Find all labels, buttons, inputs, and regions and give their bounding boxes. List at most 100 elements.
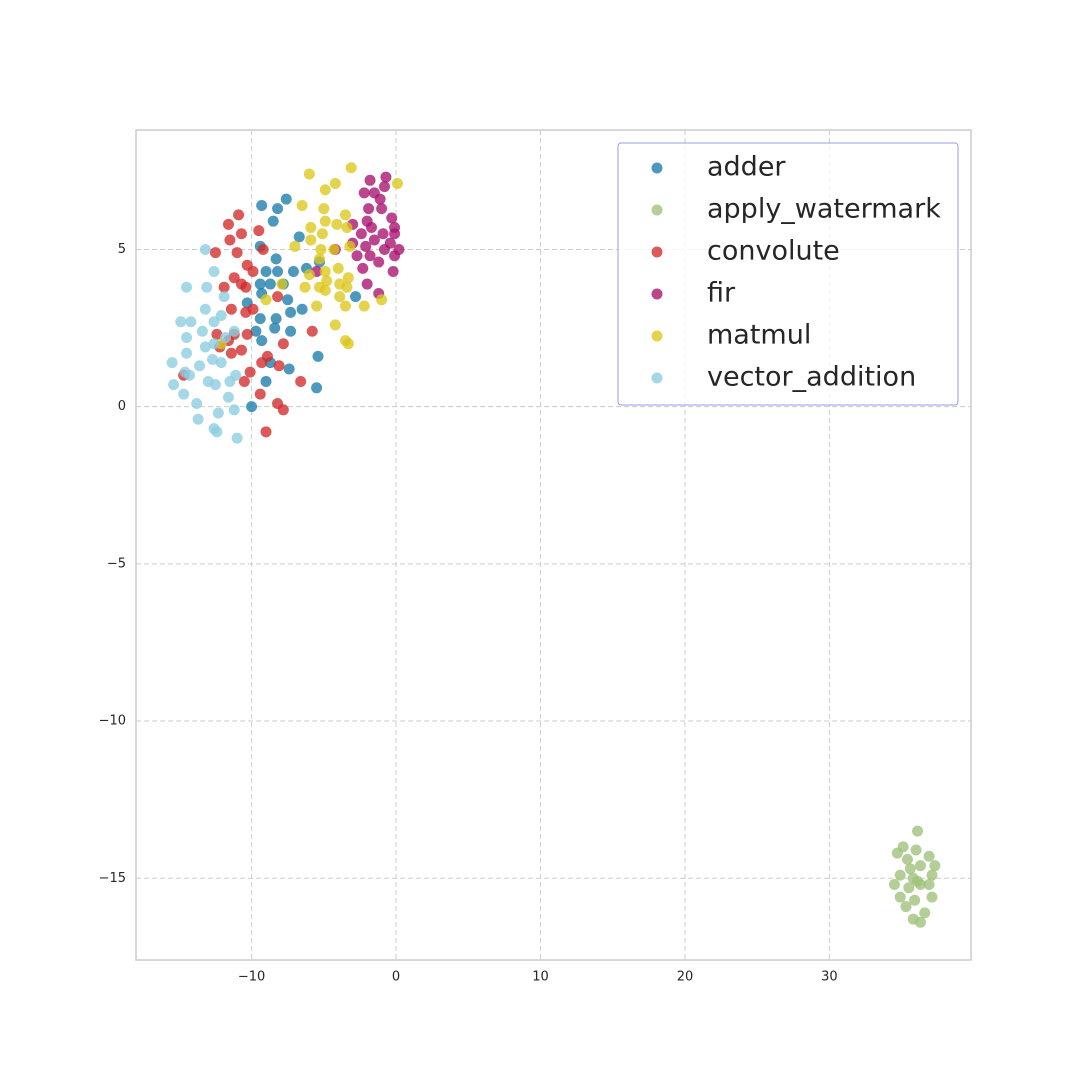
point xyxy=(289,240,301,252)
point xyxy=(328,243,340,255)
point xyxy=(296,199,308,211)
point xyxy=(376,203,388,215)
point xyxy=(208,316,220,328)
point xyxy=(267,215,279,227)
legend-marker xyxy=(651,288,663,300)
point xyxy=(208,265,220,277)
point xyxy=(358,300,370,312)
point xyxy=(299,281,311,293)
point xyxy=(365,221,377,233)
point xyxy=(247,303,259,315)
point xyxy=(254,388,266,400)
point xyxy=(168,379,180,391)
point xyxy=(329,319,341,331)
point xyxy=(250,325,262,337)
point xyxy=(241,328,253,340)
point xyxy=(256,199,268,211)
y-tick-label: 5 xyxy=(118,242,126,257)
point xyxy=(199,303,211,315)
point xyxy=(211,328,223,340)
point xyxy=(315,243,327,255)
point xyxy=(319,284,331,296)
point xyxy=(351,250,363,262)
point xyxy=(285,306,297,318)
point xyxy=(293,231,305,243)
point xyxy=(303,168,315,180)
point xyxy=(273,360,285,372)
legend-marker xyxy=(651,246,663,258)
point xyxy=(225,303,237,315)
point xyxy=(218,291,230,303)
point xyxy=(904,863,916,875)
point xyxy=(316,228,328,240)
point xyxy=(319,215,331,227)
point xyxy=(391,177,403,189)
y-tick-label: −10 xyxy=(99,714,126,729)
point xyxy=(358,187,370,199)
point xyxy=(355,228,367,240)
point xyxy=(246,401,258,413)
point xyxy=(238,376,250,388)
point xyxy=(912,825,924,837)
point xyxy=(296,303,308,315)
legend-marker xyxy=(651,372,663,384)
legend-marker xyxy=(651,162,663,174)
point xyxy=(233,209,245,221)
point xyxy=(311,382,323,394)
point xyxy=(209,247,221,259)
point xyxy=(257,243,269,255)
point xyxy=(386,212,398,224)
point xyxy=(212,407,224,419)
point xyxy=(900,901,912,913)
point xyxy=(910,844,922,856)
point xyxy=(178,388,190,400)
legend: adder apply_watermark convolute fir matmul ve… xyxy=(617,142,959,406)
point xyxy=(380,171,392,183)
x-tick-label: 30 xyxy=(821,970,838,985)
point xyxy=(357,262,369,274)
point xyxy=(389,250,401,262)
point xyxy=(914,916,926,928)
point xyxy=(247,265,259,277)
point xyxy=(231,432,243,444)
points xyxy=(166,162,941,928)
point xyxy=(305,221,317,233)
x-tick-label: 20 xyxy=(677,970,694,985)
point xyxy=(183,369,195,381)
point xyxy=(373,256,385,268)
point xyxy=(222,391,234,403)
point xyxy=(306,325,318,337)
point xyxy=(318,203,330,215)
point xyxy=(341,221,353,233)
point xyxy=(389,228,401,240)
y-tick-label: −15 xyxy=(99,871,126,886)
point xyxy=(282,294,294,306)
point xyxy=(264,278,276,290)
y-tick-label: 0 xyxy=(118,399,126,414)
legend-marker xyxy=(651,204,663,216)
point xyxy=(211,426,223,438)
point xyxy=(270,313,282,325)
point xyxy=(269,322,281,334)
point xyxy=(225,347,237,359)
point xyxy=(363,203,375,215)
point xyxy=(166,357,178,369)
point xyxy=(342,272,354,284)
point xyxy=(244,366,256,378)
point xyxy=(277,338,289,350)
point xyxy=(224,234,236,246)
point xyxy=(192,413,204,425)
point xyxy=(926,891,938,903)
point xyxy=(181,281,193,293)
point xyxy=(364,250,376,262)
point xyxy=(220,332,232,343)
point xyxy=(181,347,193,359)
point xyxy=(929,860,941,872)
legend-label: vector_addition xyxy=(707,362,916,393)
point xyxy=(218,281,230,293)
point xyxy=(891,847,903,859)
point xyxy=(345,162,357,174)
point xyxy=(305,234,317,246)
point xyxy=(319,265,331,277)
